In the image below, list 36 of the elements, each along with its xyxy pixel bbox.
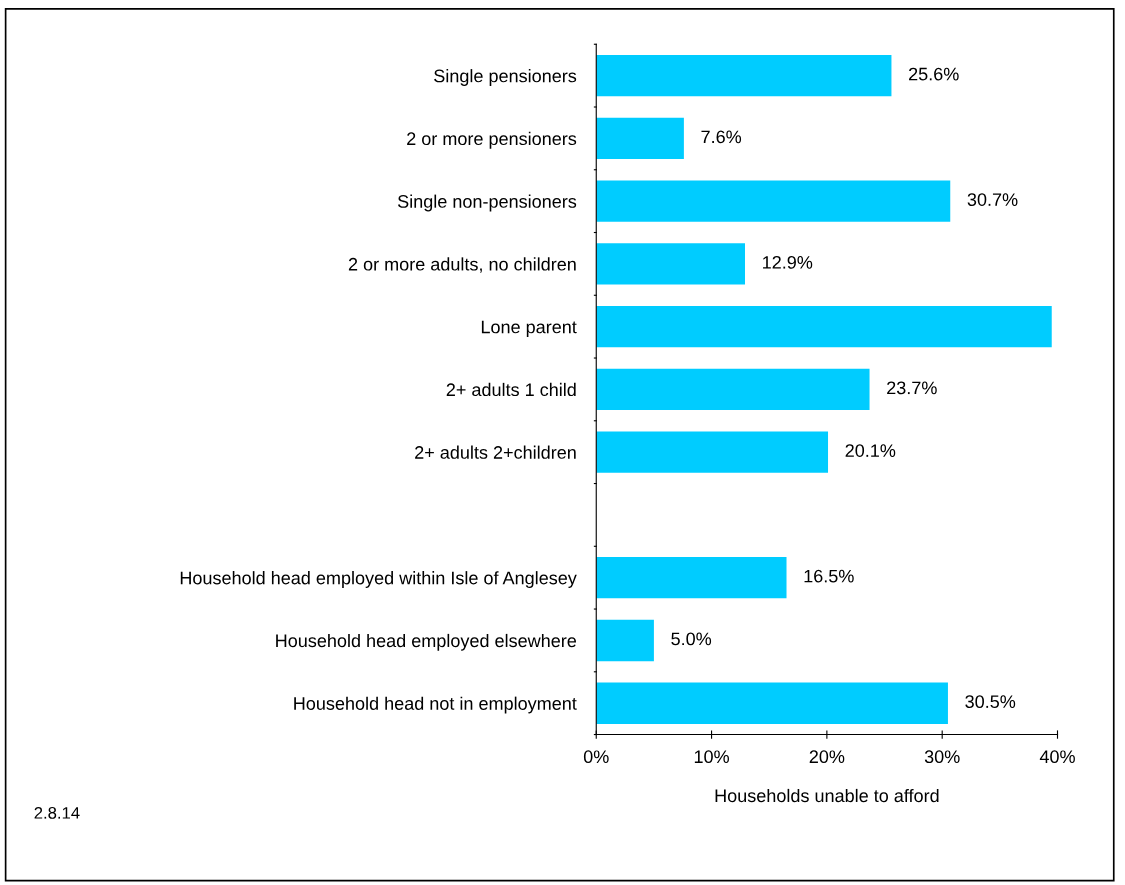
x-tick-label: 0% — [583, 750, 609, 764]
bar — [596, 117, 684, 160]
bar — [596, 368, 870, 411]
y-tick-label: 2+ adults 1 child — [446, 382, 576, 397]
bar — [596, 305, 1052, 348]
bar — [596, 180, 951, 222]
data-label: 16.5% — [804, 569, 854, 583]
data-label: 25.6% — [909, 67, 959, 81]
y-tick-label: 2 or more pensioners — [407, 131, 577, 149]
y-tick-label: 2 or more adults, no children — [348, 257, 576, 273]
bar — [596, 556, 787, 599]
x-tick-label: 10% — [694, 750, 729, 764]
data-label: 12.9% — [763, 255, 813, 269]
y-tick-label: Single non-pensioners — [397, 194, 577, 212]
y-tick-label: Household head employed within Isle of Anglesey — [180, 571, 577, 588]
data-label: 20.1% — [845, 444, 896, 457]
data-label: 30.7% — [967, 193, 1018, 206]
bar — [596, 431, 829, 473]
bar — [596, 54, 892, 97]
data-label: 30.5% — [965, 695, 1016, 709]
y-tick-label: Household head not in employment — [294, 696, 577, 714]
x-axis-title: Households unable to afford — [715, 788, 939, 803]
text: 2.8.14 — [34, 806, 80, 819]
bar — [596, 243, 745, 285]
y-tick-label: Lone parent — [481, 320, 577, 337]
x-tick-label: 20% — [809, 750, 845, 764]
bar — [596, 619, 654, 662]
bar — [596, 682, 948, 724]
data-label: 23.7% — [887, 381, 937, 395]
x-tick-label: 30% — [924, 750, 960, 764]
data-label: 5.0% — [671, 632, 712, 646]
x-tick-label: 40% — [1039, 750, 1075, 764]
y-tick-label: 2+ adults 2+children — [415, 445, 576, 459]
data-label: 7.6% — [701, 130, 742, 144]
y-tick-label: Single pensioners — [434, 69, 577, 86]
y-tick-label: Household head employed elsewhere — [276, 633, 577, 651]
